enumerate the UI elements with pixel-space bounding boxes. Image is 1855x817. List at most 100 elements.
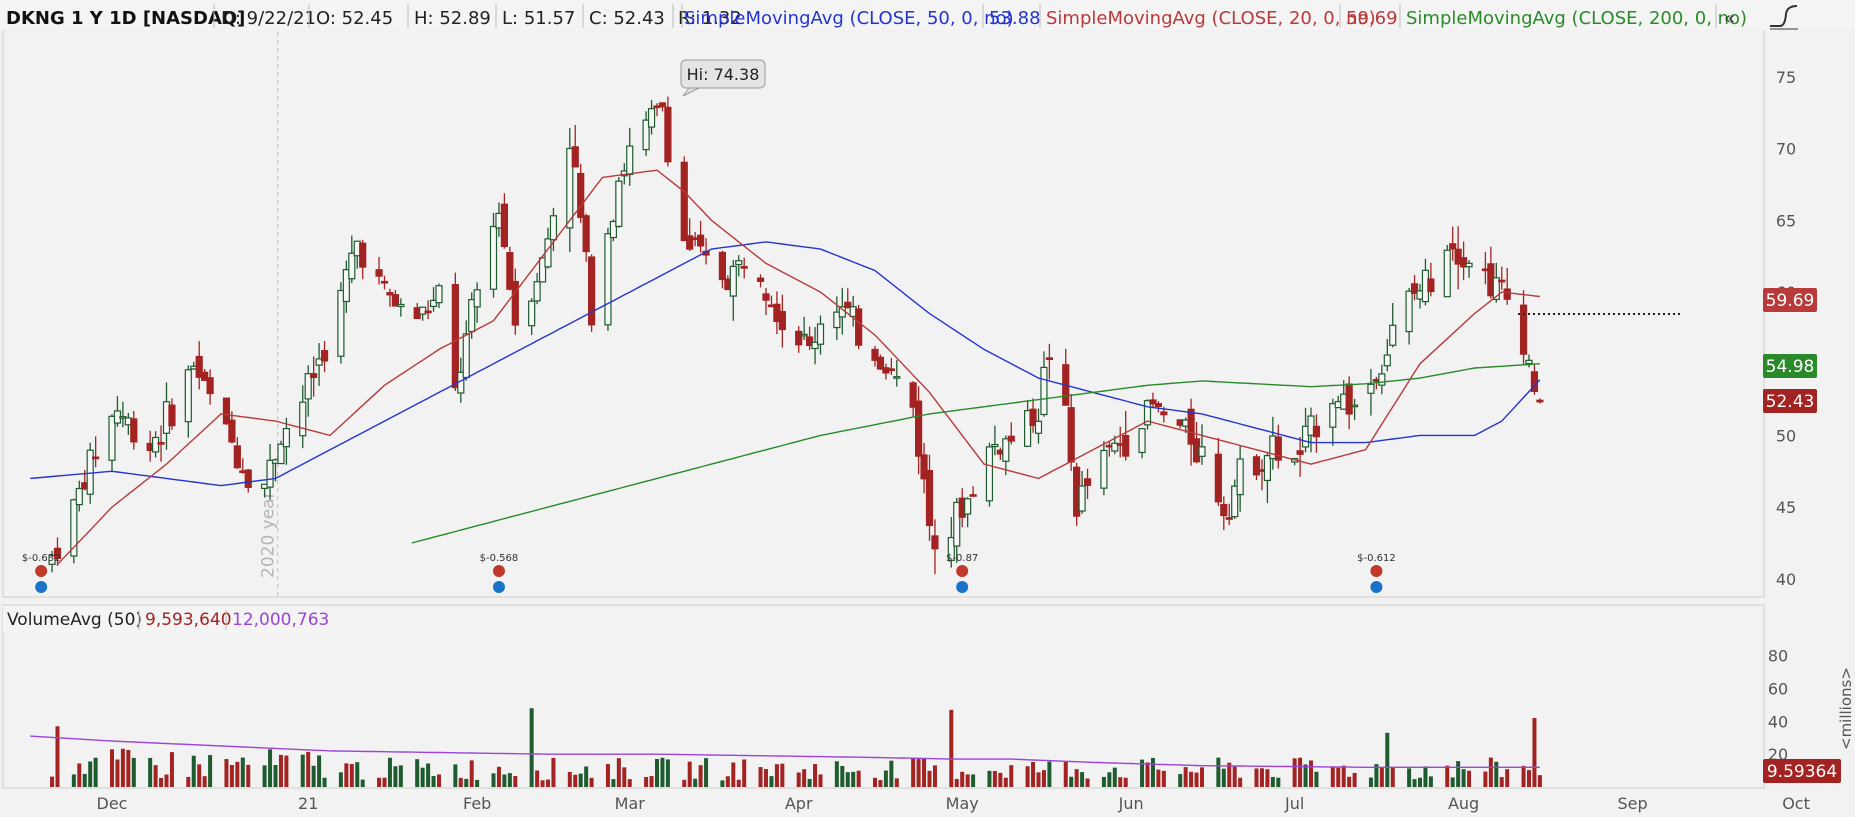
candle-down — [1007, 435, 1015, 442]
sma20-value: 59.69 — [1346, 8, 1398, 29]
volume-bar — [622, 767, 627, 787]
volume-bar — [246, 764, 251, 787]
candle-down — [1427, 278, 1435, 293]
candle-up — [549, 215, 558, 241]
volume-bar — [311, 765, 316, 787]
candle-up — [70, 499, 78, 557]
x-tick-label: Jun — [1118, 794, 1144, 813]
candle-down — [1536, 399, 1544, 403]
volume-bar — [987, 770, 992, 787]
candle-up — [184, 369, 192, 423]
candle-down — [201, 371, 209, 381]
candle-up — [533, 281, 541, 302]
candle-down — [1154, 403, 1163, 407]
volume-bar — [693, 778, 698, 787]
volume-bar — [1521, 765, 1526, 787]
volume-unit-label: <millions> — [1837, 667, 1855, 750]
volume-bar — [1537, 775, 1542, 787]
volume-bar — [229, 765, 234, 787]
high-callout: Hi: 74.38 — [680, 59, 766, 97]
volume-bar — [496, 766, 501, 787]
volume-bar — [1314, 771, 1319, 787]
volume-bar — [82, 773, 87, 787]
candle-down — [359, 242, 367, 268]
candle-down — [571, 146, 579, 168]
volume-bar — [306, 751, 311, 787]
x-tick-label: Mar — [615, 794, 646, 813]
candle-down — [909, 382, 917, 408]
candle-down — [1083, 478, 1092, 486]
price-tick-label: 45 — [1776, 498, 1796, 517]
open-label: O: 52.45 — [316, 8, 393, 29]
candle-down — [740, 265, 748, 269]
volume-bar — [284, 755, 289, 787]
volume-bar — [1412, 779, 1417, 787]
volume-bar — [148, 757, 153, 787]
volume-bar — [1303, 764, 1308, 787]
x-tick-label: Dec — [97, 794, 128, 813]
candle-up — [1525, 359, 1533, 365]
volume-bar — [437, 774, 441, 787]
earnings-label: $-0.568 — [480, 553, 519, 564]
volume-bar — [1216, 757, 1221, 787]
candle-down — [577, 172, 585, 218]
volume-bar — [584, 766, 589, 787]
x-tick-label: 21 — [298, 794, 318, 813]
volume-bar — [834, 761, 839, 787]
candle-down — [391, 294, 399, 307]
price-tick-label: 40 — [1776, 570, 1796, 589]
candle-down — [424, 310, 432, 314]
volume-bar — [605, 763, 610, 787]
candle-up — [528, 300, 536, 327]
date-label: D: 9/22/21 — [221, 8, 316, 29]
volume-bar — [377, 777, 382, 787]
volume-bar — [992, 770, 997, 787]
sma50-label[interactable]: SimpleMovingAvg (CLOSE, 50, 0, no) — [684, 8, 1014, 29]
x-tick-label: Apr — [785, 794, 813, 813]
volume-bar — [208, 755, 213, 787]
sma200-label[interactable]: SimpleMovingAvg (CLOSE, 200, 0, no) — [1406, 8, 1747, 29]
volume-bar — [382, 777, 387, 787]
volume-bar — [153, 765, 158, 787]
candle-up — [1329, 403, 1337, 428]
earnings-icon — [492, 565, 505, 577]
candle-up — [86, 449, 94, 495]
drawing-tool-icon[interactable] — [1767, 2, 1801, 30]
volume-bar — [578, 773, 583, 787]
candle-down — [969, 494, 977, 497]
candle-down — [233, 445, 241, 469]
volume-bar — [1003, 777, 1008, 787]
volume-tag: 9.59364 — [1763, 759, 1841, 783]
volume-bar — [1270, 777, 1275, 787]
sma20-label[interactable]: SimpleMovingAvg (CLOSE, 20, 0, no) — [1046, 8, 1376, 29]
earnings-label: $-0.612 — [1357, 553, 1396, 564]
volume-bar — [998, 772, 1003, 787]
candle-down — [92, 456, 100, 460]
volume-bar — [1009, 765, 1014, 787]
volume-bar — [50, 776, 55, 787]
volume-bar — [851, 771, 856, 787]
volume-bar — [1118, 777, 1123, 787]
candle-down — [228, 419, 236, 443]
volume-bar — [398, 765, 403, 787]
candle-up — [893, 376, 901, 379]
candle-down — [168, 404, 176, 427]
volume-bar — [88, 761, 93, 787]
candle-up — [985, 446, 994, 502]
candle-up — [816, 323, 825, 345]
volume-bar — [1407, 768, 1412, 787]
more-indicators[interactable]: « — [1724, 8, 1735, 29]
volume-bar — [704, 758, 709, 787]
volume-bar — [1178, 774, 1183, 787]
candle-down — [500, 203, 508, 248]
candle-down — [1345, 383, 1353, 415]
candle-down — [920, 454, 928, 480]
candle-up — [1143, 400, 1152, 426]
candle-down — [1067, 407, 1075, 463]
volume-tick-label: 80 — [1768, 647, 1788, 666]
candle-down — [1519, 304, 1528, 355]
volume-bar — [387, 757, 392, 787]
earnings-label: $-0.87 — [946, 553, 978, 564]
volume-bar — [758, 767, 763, 787]
volume-bar — [1390, 766, 1395, 787]
